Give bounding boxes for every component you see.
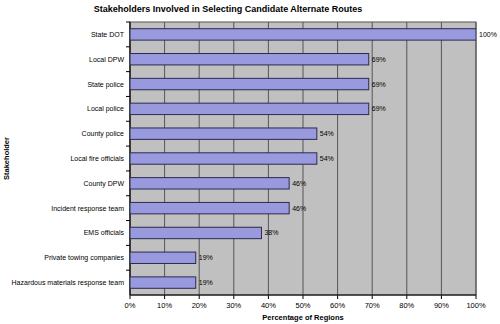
category-tick xyxy=(126,170,130,171)
tick-mark xyxy=(337,295,338,299)
tick-label: 60% xyxy=(330,301,345,310)
tick-label: 0% xyxy=(125,301,136,310)
tick-mark xyxy=(268,295,269,299)
data-label: 54% xyxy=(320,130,334,137)
chart-title: Stakeholders Involved in Selecting Candi… xyxy=(94,4,363,14)
category-label: Private towing companies xyxy=(44,254,124,262)
data-label: 46% xyxy=(292,205,306,212)
tick-label: 50% xyxy=(295,301,310,310)
bar xyxy=(130,78,369,89)
tick-mark xyxy=(406,295,407,299)
tick-label: 80% xyxy=(399,301,414,310)
tick-mark xyxy=(441,295,442,299)
bar xyxy=(130,153,317,164)
category-label: State police xyxy=(87,81,124,89)
data-label: 69% xyxy=(372,56,386,63)
category-label: County police xyxy=(82,130,125,138)
grid-line xyxy=(406,22,407,295)
bar xyxy=(130,252,196,263)
grid-line xyxy=(372,22,373,295)
data-label: 38% xyxy=(264,229,278,236)
x-axis xyxy=(130,295,476,296)
tick-mark xyxy=(303,295,304,299)
tick-mark xyxy=(476,295,477,299)
tick-label: 70% xyxy=(365,301,380,310)
bar xyxy=(130,29,476,40)
category-tick xyxy=(126,96,130,97)
bar xyxy=(130,277,196,288)
data-label: 19% xyxy=(199,254,213,261)
category-label: Local police xyxy=(87,105,124,113)
category-label: EMS officials xyxy=(84,229,125,236)
category-tick xyxy=(126,195,130,196)
tick-mark xyxy=(164,295,165,299)
y-axis-label: Stakeholder xyxy=(2,137,11,180)
category-label: County DPW xyxy=(84,180,125,188)
bar xyxy=(130,103,369,114)
category-tick xyxy=(126,121,130,122)
category-tick xyxy=(126,71,130,72)
grid-line xyxy=(441,22,442,295)
category-label: Local DPW xyxy=(89,56,124,63)
bar xyxy=(130,54,369,65)
chart: 0% 10% 20% 30% 40% 50% 60% 70% 80% 90% 100% State D… xyxy=(0,0,500,324)
data-label: 69% xyxy=(372,81,386,88)
category-label: State DOT xyxy=(91,31,125,38)
tick-label: 30% xyxy=(226,301,241,310)
data-label: 100% xyxy=(479,31,497,38)
tick-mark xyxy=(233,295,234,299)
category-tick xyxy=(126,22,130,23)
tick-mark xyxy=(199,295,200,299)
category-label: Incident response team xyxy=(51,205,124,213)
data-label: 54% xyxy=(320,155,334,162)
category-tick xyxy=(126,220,130,221)
category-tick xyxy=(126,46,130,47)
bars xyxy=(130,29,476,289)
tick-label: 20% xyxy=(192,301,207,310)
data-label: 46% xyxy=(292,180,306,187)
bar xyxy=(130,227,261,238)
category-tick xyxy=(126,245,130,246)
tick-label: 100% xyxy=(466,301,486,310)
bar xyxy=(130,178,289,189)
plot-frame xyxy=(130,22,476,295)
plot-background xyxy=(130,22,476,295)
tick-mark xyxy=(372,295,373,299)
category-label: Hazardous materials response team xyxy=(12,279,125,287)
tick-label: 40% xyxy=(261,301,276,310)
data-label: 19% xyxy=(199,279,213,286)
bar xyxy=(130,202,289,213)
category-tick xyxy=(126,270,130,271)
tick-mark xyxy=(130,295,131,299)
category-tick xyxy=(126,146,130,147)
x-axis-label: Percentage of Regions xyxy=(262,313,343,322)
tick-label: 90% xyxy=(434,301,449,310)
category-label: Local fire officials xyxy=(70,155,124,162)
data-label: 69% xyxy=(372,105,386,112)
bar xyxy=(130,128,317,139)
tick-label: 10% xyxy=(157,301,172,310)
